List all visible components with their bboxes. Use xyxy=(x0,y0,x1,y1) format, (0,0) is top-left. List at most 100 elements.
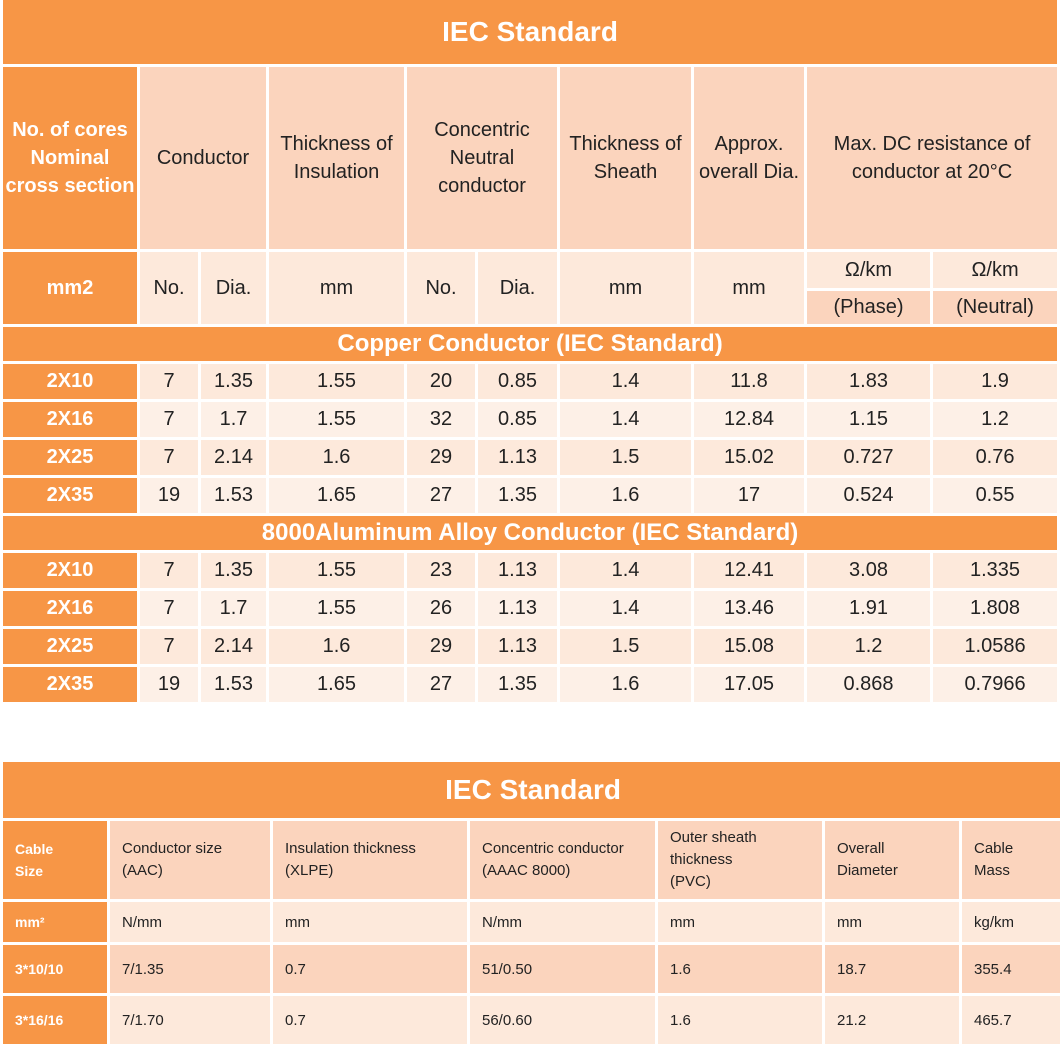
cell: 21.2 xyxy=(825,996,959,1044)
table-row: 2X16 7 1.7 1.55 32 0.85 1.4 12.84 1.15 1… xyxy=(3,402,1058,437)
cell: 0.7966 xyxy=(933,667,1058,702)
cell: 1.4 xyxy=(560,591,691,626)
unit-cell: N/mm xyxy=(470,902,655,942)
cell: 1.15 xyxy=(807,402,930,437)
cell: 29 xyxy=(407,440,475,475)
unit-res-neutral: Ω/km xyxy=(933,252,1058,288)
cell: 1.35 xyxy=(478,478,557,513)
cell: 1.9 xyxy=(933,364,1058,399)
unit-cell: mm² xyxy=(3,902,107,942)
cell: 7 xyxy=(140,364,198,399)
unit-cell: mm xyxy=(273,902,467,942)
cell: 1.13 xyxy=(478,591,557,626)
cell: 15.02 xyxy=(694,440,804,475)
cell: 1.6 xyxy=(269,629,404,664)
row-label: 2X10 xyxy=(3,364,137,399)
cell: 20 xyxy=(407,364,475,399)
cell: 2.14 xyxy=(201,629,266,664)
label-neutral: (Neutral) xyxy=(933,291,1058,324)
cell: 1.6 xyxy=(658,945,822,993)
cell: 18.7 xyxy=(825,945,959,993)
cell: 0.868 xyxy=(807,667,930,702)
cell: 19 xyxy=(140,667,198,702)
cell: 1.53 xyxy=(201,667,266,702)
cell: 1.335 xyxy=(933,553,1058,588)
row-label: 3*10/10 xyxy=(3,945,107,993)
cell: 0.727 xyxy=(807,440,930,475)
cell: 1.13 xyxy=(478,553,557,588)
row-label: 2X16 xyxy=(3,402,137,437)
unit-cell: N/mm xyxy=(110,902,270,942)
cell: 1.65 xyxy=(269,478,404,513)
table-row: 2X25 7 2.14 1.6 29 1.13 1.5 15.08 1.2 1.… xyxy=(3,629,1058,664)
table-row: 2X10 7 1.35 1.55 23 1.13 1.4 12.41 3.08 … xyxy=(3,553,1058,588)
cell: 1.2 xyxy=(933,402,1058,437)
table-row: 2X35 19 1.53 1.65 27 1.35 1.6 17.05 0.86… xyxy=(3,667,1058,702)
cell: 7 xyxy=(140,440,198,475)
unit-res-phase: Ω/km xyxy=(807,252,930,288)
header-neutral-conductor: Concentric Neutral conductor xyxy=(407,67,557,249)
unit-cell: kg/km xyxy=(962,902,1060,942)
header-insulation-thickness: Insulation thickness (XLPE) xyxy=(273,821,467,899)
table-row: 2X10 7 1.35 1.55 20 0.85 1.4 11.8 1.83 1… xyxy=(3,364,1058,399)
cell: 1.808 xyxy=(933,591,1058,626)
cell: 7/1.35 xyxy=(110,945,270,993)
row-label: 3*16/16 xyxy=(3,996,107,1044)
cell: 1.6 xyxy=(658,996,822,1044)
cell: 1.35 xyxy=(478,667,557,702)
cell: 7 xyxy=(140,591,198,626)
iec-standard-table-2: IEC Standard Cable Size Conductor size (AA… xyxy=(0,759,1060,1047)
header-cores-cross-section: No. of cores Nominal cross section xyxy=(3,67,137,249)
cell: 1.55 xyxy=(269,364,404,399)
cell: 26 xyxy=(407,591,475,626)
cell: 12.84 xyxy=(694,402,804,437)
header-conductor-size: Conductor size (AAC) xyxy=(110,821,270,899)
cell: 1.5 xyxy=(560,440,691,475)
cell: 1.13 xyxy=(478,440,557,475)
unit-neutral-no: No. xyxy=(407,252,475,324)
header-outer-sheath: Outer sheath thickness (PVC) xyxy=(658,821,822,899)
cell: 1.55 xyxy=(269,553,404,588)
unit-neutral-dia: Dia. xyxy=(478,252,557,324)
cell: 27 xyxy=(407,478,475,513)
cell: 1.7 xyxy=(201,591,266,626)
cell: 1.6 xyxy=(269,440,404,475)
cell: 32 xyxy=(407,402,475,437)
cell: 0.7 xyxy=(273,945,467,993)
label-phase: (Phase) xyxy=(807,291,930,324)
cell: 0.76 xyxy=(933,440,1058,475)
cell: 15.08 xyxy=(694,629,804,664)
cell: 1.53 xyxy=(201,478,266,513)
cell: 465.7 xyxy=(962,996,1060,1044)
cell: 7/1.70 xyxy=(110,996,270,1044)
unit-sheath: mm xyxy=(560,252,691,324)
cell: 1.6 xyxy=(560,667,691,702)
cell: 0.55 xyxy=(933,478,1058,513)
cell: 7 xyxy=(140,629,198,664)
cell: 0.524 xyxy=(807,478,930,513)
cell: 13.46 xyxy=(694,591,804,626)
cell: 0.85 xyxy=(478,402,557,437)
table-title: IEC Standard xyxy=(3,0,1058,64)
cell: 1.6 xyxy=(560,478,691,513)
table-row: 2X35 19 1.53 1.65 27 1.35 1.6 17 0.524 0… xyxy=(3,478,1058,513)
header-insulation: Thickness of Insulation xyxy=(269,67,404,249)
unit-overall: mm xyxy=(694,252,804,324)
header-cable-size: Cable Size xyxy=(3,821,107,899)
header-cable-mass: Cable Mass xyxy=(962,821,1060,899)
cell: 1.7 xyxy=(201,402,266,437)
cell: 1.35 xyxy=(201,553,266,588)
unit-cell: mm xyxy=(658,902,822,942)
table-row: 2X25 7 2.14 1.6 29 1.13 1.5 15.02 0.727 … xyxy=(3,440,1058,475)
iec-standard-table: IEC Standard No. of cores Nominal cross … xyxy=(3,0,1058,702)
cell: 1.55 xyxy=(269,402,404,437)
cell: 1.65 xyxy=(269,667,404,702)
header-dc-resistance: Max. DC resistance of conductor at 20°C xyxy=(807,67,1058,249)
table-row: 3*16/16 7/1.70 0.7 56/0.60 1.6 21.2 465.… xyxy=(3,996,1060,1044)
cell: 1.4 xyxy=(560,364,691,399)
cell: 1.4 xyxy=(560,402,691,437)
table-row: 2X16 7 1.7 1.55 26 1.13 1.4 13.46 1.91 1… xyxy=(3,591,1058,626)
row-label: 2X10 xyxy=(3,553,137,588)
unit-conductor-dia: Dia. xyxy=(201,252,266,324)
cell: 1.13 xyxy=(478,629,557,664)
